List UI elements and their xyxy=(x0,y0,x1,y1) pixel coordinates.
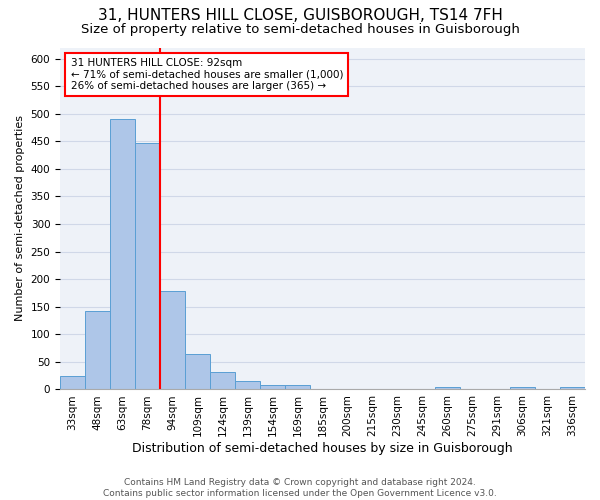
Bar xyxy=(185,354,210,390)
Bar xyxy=(85,311,110,390)
Bar xyxy=(285,385,310,390)
Text: 31, HUNTERS HILL CLOSE, GUISBOROUGH, TS14 7FH: 31, HUNTERS HILL CLOSE, GUISBOROUGH, TS1… xyxy=(98,8,502,22)
Bar xyxy=(435,386,460,390)
Bar xyxy=(110,119,135,390)
Y-axis label: Number of semi-detached properties: Number of semi-detached properties xyxy=(15,116,25,322)
Text: Size of property relative to semi-detached houses in Guisborough: Size of property relative to semi-detach… xyxy=(80,22,520,36)
Bar xyxy=(160,292,185,390)
Text: 31 HUNTERS HILL CLOSE: 92sqm
← 71% of semi-detached houses are smaller (1,000)
2: 31 HUNTERS HILL CLOSE: 92sqm ← 71% of se… xyxy=(71,58,343,91)
Bar xyxy=(260,385,285,390)
Bar xyxy=(210,372,235,390)
Bar xyxy=(235,381,260,390)
Bar xyxy=(560,386,585,390)
Bar xyxy=(60,376,85,390)
Bar xyxy=(510,386,535,390)
X-axis label: Distribution of semi-detached houses by size in Guisborough: Distribution of semi-detached houses by … xyxy=(132,442,513,455)
Text: Contains HM Land Registry data © Crown copyright and database right 2024.
Contai: Contains HM Land Registry data © Crown c… xyxy=(103,478,497,498)
Bar xyxy=(135,143,160,390)
